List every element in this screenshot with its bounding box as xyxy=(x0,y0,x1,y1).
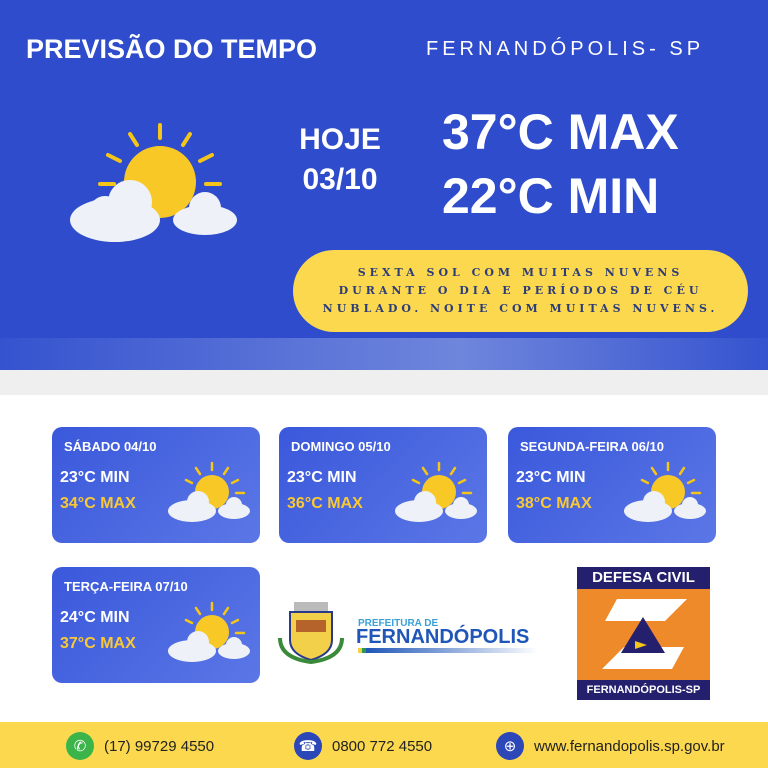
city-label: FERNANDÓPOLIS- SP xyxy=(426,38,705,60)
prefeitura-bar xyxy=(358,648,538,653)
prefeitura-name: FERNANDÓPOLIS xyxy=(356,626,530,648)
today-label: HOJE 03/10 xyxy=(280,120,400,200)
today-min: 22°C MIN xyxy=(442,168,660,224)
forecast-card: SEGUNDA-FEIRA 06/10 23°C MIN 38°C MAX xyxy=(508,427,716,543)
forecast-max: 34°C MAX xyxy=(60,495,136,512)
forecast-day: DOMINGO 05/10 xyxy=(291,439,391,454)
forecast-max: 36°C MAX xyxy=(287,495,363,512)
forecast-max: 37°C MAX xyxy=(60,635,136,652)
footer: ✆ (17) 99729 4550 ☎ 0800 772 4550 ⊕ www.fer… xyxy=(0,722,768,768)
defesa-civil-logo: DEFESA CIVIL FERNANDÓPOLIS-SP xyxy=(577,567,710,700)
forecast-card: SÁBADO 04/10 23°C MIN 34°C MAX xyxy=(52,427,260,543)
header-band xyxy=(0,338,768,370)
whatsapp-contact[interactable]: ✆ (17) 99729 4550 xyxy=(66,732,214,760)
globe-icon: ⊕ xyxy=(496,732,524,760)
forecast-card: TERÇA-FEIRA 07/10 24°C MIN 37°C MAX xyxy=(52,567,260,683)
phone-number: 0800 772 4550 xyxy=(332,737,433,755)
forecast-card: DOMINGO 05/10 23°C MIN 36°C MAX xyxy=(279,427,487,543)
forecast-min: 23°C MIN xyxy=(60,469,130,486)
website-url: www.fernandopolis.sp.gov.br xyxy=(534,737,725,755)
today-description: SEXTA SOL COM MUITAS NUVENS DURANTE O DI… xyxy=(293,250,748,332)
forecast-max: 38°C MAX xyxy=(516,495,592,512)
forecast-min: 24°C MIN xyxy=(60,609,130,626)
sun-cloud-icon xyxy=(624,461,706,522)
phone-contact[interactable]: ☎ 0800 772 4550 xyxy=(294,732,432,760)
today-word: HOJE xyxy=(299,123,381,156)
forecast-day: SÁBADO 04/10 xyxy=(64,439,157,454)
coat-of-arms-icon xyxy=(278,602,344,665)
sun-cloud-icon xyxy=(168,601,250,662)
prefeitura-top: PREFEITURA DE xyxy=(358,618,439,629)
sun-cloud-icon xyxy=(395,461,477,522)
whatsapp-icon: ✆ xyxy=(66,732,94,760)
forecast-min: 23°C MIN xyxy=(516,469,586,486)
today-temps: 37°C MAX 22°C MIN xyxy=(442,100,679,228)
forecast-min: 23°C MIN xyxy=(287,469,357,486)
page-title: PREVISÃO DO TEMPO xyxy=(26,34,318,64)
divider xyxy=(0,370,768,395)
today-date: 03/10 xyxy=(302,163,378,196)
today-max: 37°C MAX xyxy=(442,104,679,160)
sun-cloud-icon xyxy=(70,123,237,242)
defesa-top: DEFESA CIVIL xyxy=(577,567,710,589)
sun-cloud-icon xyxy=(168,461,250,522)
whatsapp-number: (17) 99729 4550 xyxy=(104,737,215,755)
defesa-bottom: FERNANDÓPOLIS-SP xyxy=(577,680,710,700)
defesa-symbol-icon xyxy=(602,599,687,669)
forecast-day: TERÇA-FEIRA 07/10 xyxy=(64,579,188,594)
phone-icon: ☎ xyxy=(294,732,322,760)
website-link[interactable]: ⊕ www.fernandopolis.sp.gov.br xyxy=(496,732,725,760)
forecast-day: SEGUNDA-FEIRA 06/10 xyxy=(520,439,664,454)
